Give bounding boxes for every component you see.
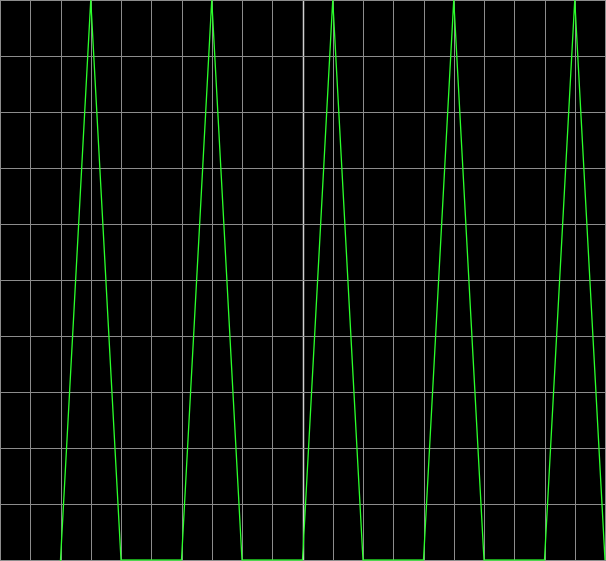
trace bbox=[59, 0, 606, 561]
grid bbox=[0, 0, 606, 561]
waveform-trace bbox=[59, 0, 606, 561]
oscilloscope-plot bbox=[0, 0, 606, 561]
